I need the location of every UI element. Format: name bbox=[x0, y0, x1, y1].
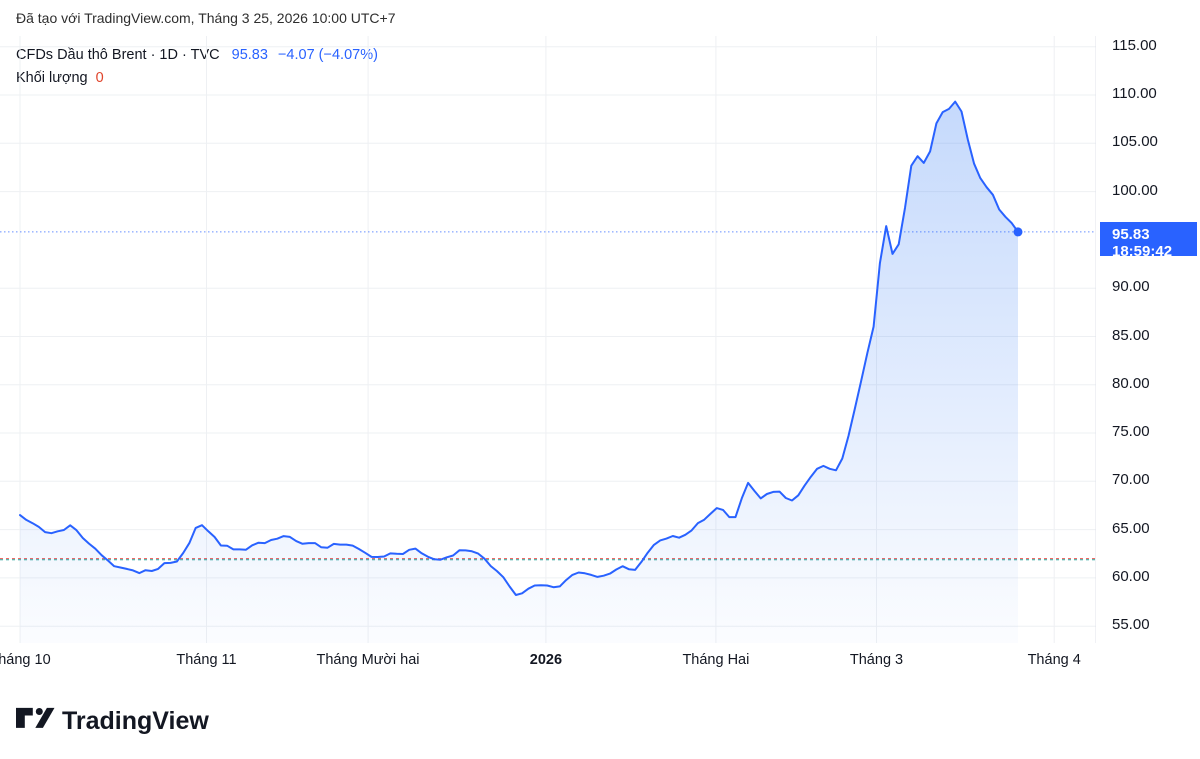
svg-text:TradingView: TradingView bbox=[62, 707, 209, 735]
